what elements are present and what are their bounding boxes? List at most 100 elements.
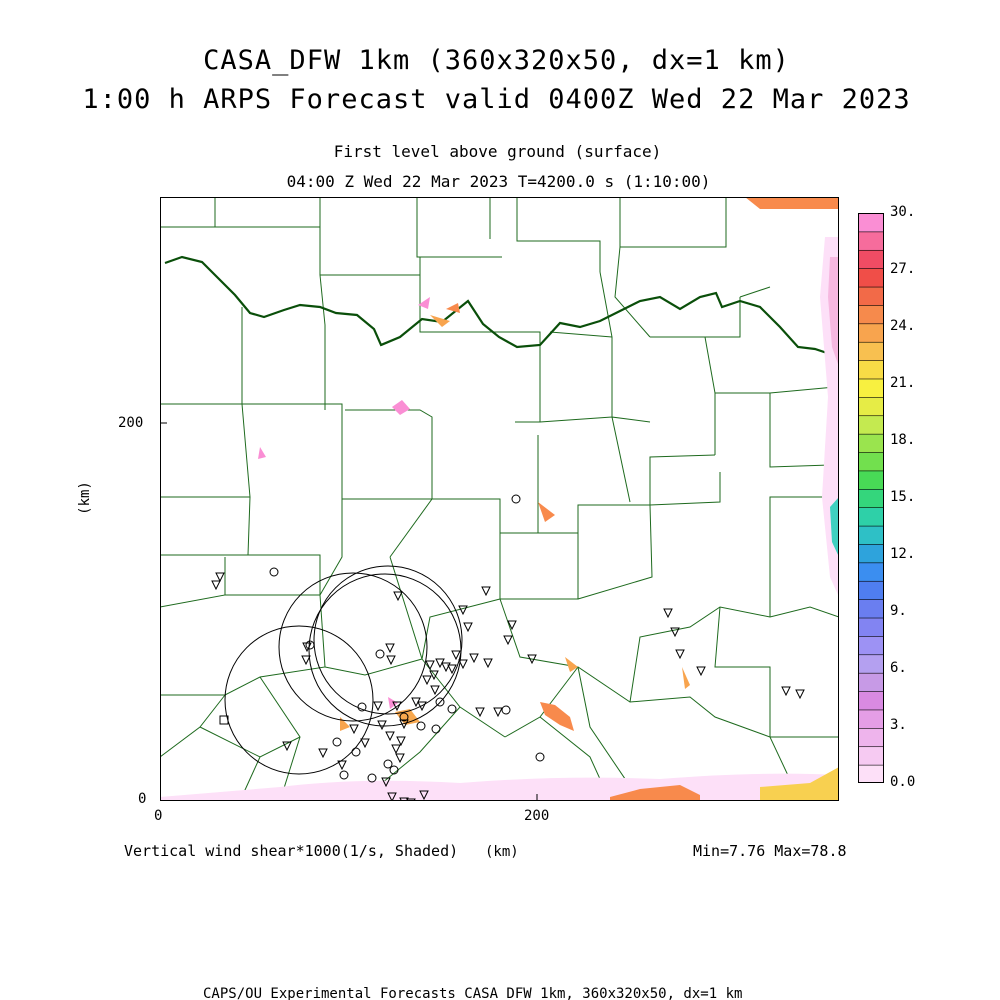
colorbar-cells (858, 213, 884, 783)
y-tick-200: 200 (118, 415, 144, 431)
x-units-label: (km) (485, 844, 519, 860)
colorbar-cell (858, 764, 884, 783)
station-circle (351, 747, 361, 757)
station-circle (389, 765, 399, 775)
station-triangle (393, 591, 403, 602)
colorbar-cell (858, 598, 884, 619)
station-triangle (349, 724, 359, 735)
station-triangle (451, 650, 461, 661)
colorbar-cell (858, 672, 884, 692)
y-axis-label: (km) (76, 481, 93, 515)
time-label: 04:00 Z Wed 22 Mar 2023 T=4200.0 s (1:10… (286, 172, 711, 191)
colorbar-cell (858, 213, 884, 233)
station-triangle (395, 753, 405, 764)
station-triangle (458, 605, 468, 616)
station-triangle (795, 689, 805, 700)
plot-frame (160, 197, 839, 801)
station-triangle (425, 660, 435, 671)
station-triangle (373, 701, 383, 712)
range-ring (224, 625, 374, 775)
station-circle (332, 737, 342, 747)
level-label: First level above ground (surface) (333, 142, 662, 161)
title-line-2: 1:00 h ARPS Forecast valid 0400Z Wed 22 … (82, 84, 911, 115)
colorbar-label: 27. (890, 261, 916, 277)
station-triangle (396, 736, 406, 747)
station-triangle (507, 620, 517, 631)
colorbar-cell (858, 525, 884, 545)
title-line-1: CASA_DFW 1km (360x320x50, dx=1 km) (203, 45, 790, 76)
station-triangle (282, 741, 292, 752)
colorbar-cell (858, 709, 884, 729)
colorbar-cell (858, 433, 884, 453)
range-ring (308, 573, 462, 727)
station-triangle (385, 643, 395, 654)
station-triangle (441, 662, 451, 673)
station-triangle (463, 622, 473, 633)
station-symbols-square (219, 715, 229, 725)
colorbar-cell (858, 341, 884, 361)
colorbar-label: 15. (890, 489, 916, 505)
station-circle (375, 649, 385, 659)
station-triangle (422, 675, 432, 686)
county-borders (160, 197, 839, 801)
range-ring (313, 565, 463, 715)
colorbar-cell (858, 690, 884, 711)
station-triangle (381, 777, 391, 788)
colorbar-cell (858, 488, 884, 508)
station-triangle (675, 649, 685, 660)
x-tick-0: 0 (154, 808, 163, 824)
colorbar (858, 213, 884, 783)
colorbar-label: 30. (890, 204, 916, 220)
colorbar-cell (858, 323, 884, 343)
station-triangle (527, 654, 537, 665)
range-ring (278, 572, 428, 722)
station-circle (511, 494, 521, 504)
station-triangle (447, 664, 457, 675)
station-triangle (419, 790, 429, 801)
station-circle (416, 721, 426, 731)
colorbar-label: 0.0 (890, 774, 916, 790)
red-river-state-border (164, 255, 839, 359)
colorbar-cell (858, 745, 884, 766)
station-triangle (670, 627, 680, 638)
station-triangle (392, 701, 402, 712)
colorbar-label: 18. (890, 432, 916, 448)
station-triangle (429, 670, 439, 681)
colorbar-label: 6. (890, 660, 907, 676)
station-triangle (663, 608, 673, 619)
colorbar-cell (858, 304, 884, 325)
radar-range-rings (224, 565, 463, 775)
station-circle (399, 712, 409, 722)
colorbar-cell (858, 727, 884, 748)
colorbar-cell (858, 414, 884, 435)
station-symbols-circle (269, 494, 545, 783)
station-circle (357, 702, 367, 712)
colorbar-cell (858, 359, 884, 380)
colorbar-cell (858, 580, 884, 600)
station-triangle (377, 720, 387, 731)
colorbar-label: 3. (890, 717, 907, 733)
station-triangle (318, 748, 328, 759)
station-triangle (211, 580, 221, 591)
colorbar-cell (858, 470, 884, 490)
colorbar-cell (858, 653, 884, 674)
station-triangle (399, 719, 409, 730)
colorbar-label: 9. (890, 603, 907, 619)
station-circle (383, 759, 393, 769)
station-triangle (469, 653, 479, 664)
station-triangle (399, 797, 409, 801)
station-triangle (215, 572, 225, 583)
station-triangle (360, 738, 370, 749)
station-circle (435, 697, 445, 707)
station-triangle (391, 744, 401, 755)
station-triangle (430, 685, 440, 696)
station-triangle (406, 798, 416, 801)
colorbar-cell (858, 231, 884, 251)
station-circle (447, 704, 457, 714)
station-triangle (301, 655, 311, 666)
station-circle (431, 724, 441, 734)
station-triangle (417, 701, 427, 712)
map-plot (160, 197, 839, 801)
station-triangle (386, 655, 396, 666)
